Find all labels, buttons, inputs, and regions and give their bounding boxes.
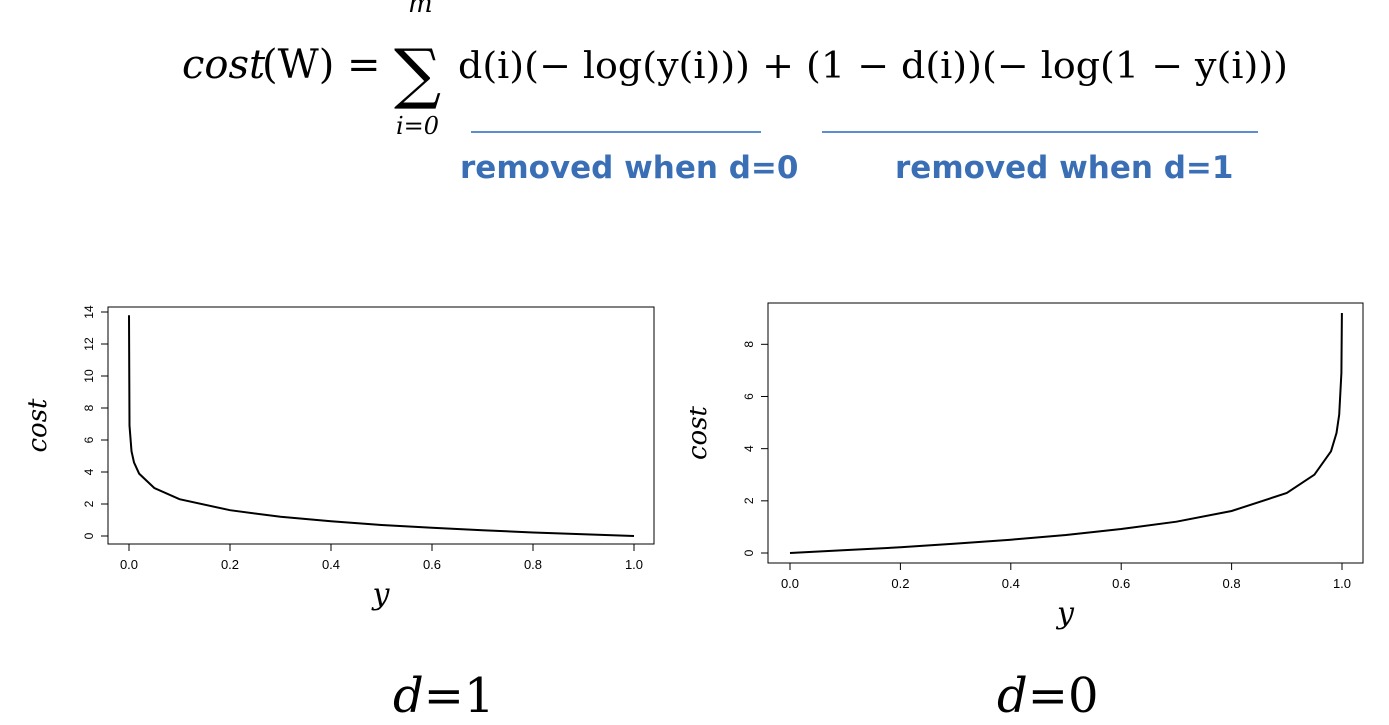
cost-curve	[128, 315, 635, 537]
x-tick-label: 0.0	[781, 576, 799, 591]
y-tick-label: 2	[742, 497, 756, 504]
caption-left-var: d	[393, 668, 424, 724]
formula-body: d(i)(− log(y(i))) + (1 − d(i))(− log(1 −…	[458, 46, 1288, 87]
x-tick-label: 1.0	[1333, 576, 1351, 591]
caption-d0: d=0	[997, 668, 1099, 724]
x-tick-label: 0.6	[1112, 576, 1130, 591]
caption-left-val: =1	[423, 668, 495, 724]
x-tick-label: 0.8	[524, 557, 542, 572]
y-tick-label: 4	[742, 445, 756, 452]
y-tick-label: 2	[82, 500, 96, 507]
x-axis-label: y	[371, 577, 391, 612]
y-tick-label: 14	[82, 305, 96, 319]
y-tick-label: 8	[82, 404, 96, 411]
caption-right-var: d	[997, 668, 1028, 724]
plot-frame	[767, 302, 1364, 564]
plot-frame	[107, 306, 655, 545]
caption-right-val: =0	[1027, 668, 1099, 724]
x-tick-label: 0.4	[1002, 576, 1020, 591]
annotation-removed-when-d0: removed when d=0	[460, 150, 799, 186]
y-tick-label: 0	[742, 549, 756, 556]
x-tick-label: 0.6	[423, 557, 441, 572]
y-tick-label: 4	[82, 468, 96, 475]
annotation-removed-when-d1: removed when d=1	[895, 150, 1234, 186]
y-tick-label: 0	[82, 532, 96, 539]
chart-d0: 0.0 0.2 0.4 0.6 0.8 1.0 0 2 4 6 8 y cost	[690, 302, 1364, 631]
cost-formula: cost (W) = m ∑ i=0 d(i)(− log(y(i))) + (…	[182, 0, 1288, 140]
underline-first-term	[471, 131, 761, 133]
underline-second-term	[822, 131, 1258, 133]
caption-d1: d=1	[393, 668, 495, 724]
x-tick-label: 0.2	[221, 557, 239, 572]
cost-curve	[789, 312, 1343, 554]
y-axis-label: cost	[690, 405, 713, 460]
x-tick-label: 0.8	[1223, 576, 1241, 591]
x-tick-label: 0.4	[322, 557, 340, 572]
y-tick-label: 8	[742, 341, 756, 348]
x-tick-label: 0.0	[120, 557, 138, 572]
y-tick-label: 6	[742, 393, 756, 400]
y-tick-label: 12	[82, 337, 96, 351]
sum-lower-limit: i=0	[396, 112, 439, 140]
formula-lhs: cost	[182, 42, 266, 88]
sum-symbol: ∑	[394, 35, 441, 112]
formula-lhs-arg: (W) =	[262, 42, 381, 88]
y-tick-label: 6	[82, 436, 96, 443]
chart-d1: 0.0 0.2 0.4 0.6 0.8 1.0 0 2 4 6 8 10 12 14 y cost	[23, 305, 655, 612]
x-tick-label: 1.0	[625, 557, 643, 572]
x-axis-label: y	[1055, 596, 1075, 631]
y-axis-label: cost	[23, 398, 53, 453]
sum-upper-limit: m	[408, 0, 433, 19]
y-tick-label: 10	[82, 369, 96, 383]
x-tick-label: 0.2	[891, 576, 909, 591]
